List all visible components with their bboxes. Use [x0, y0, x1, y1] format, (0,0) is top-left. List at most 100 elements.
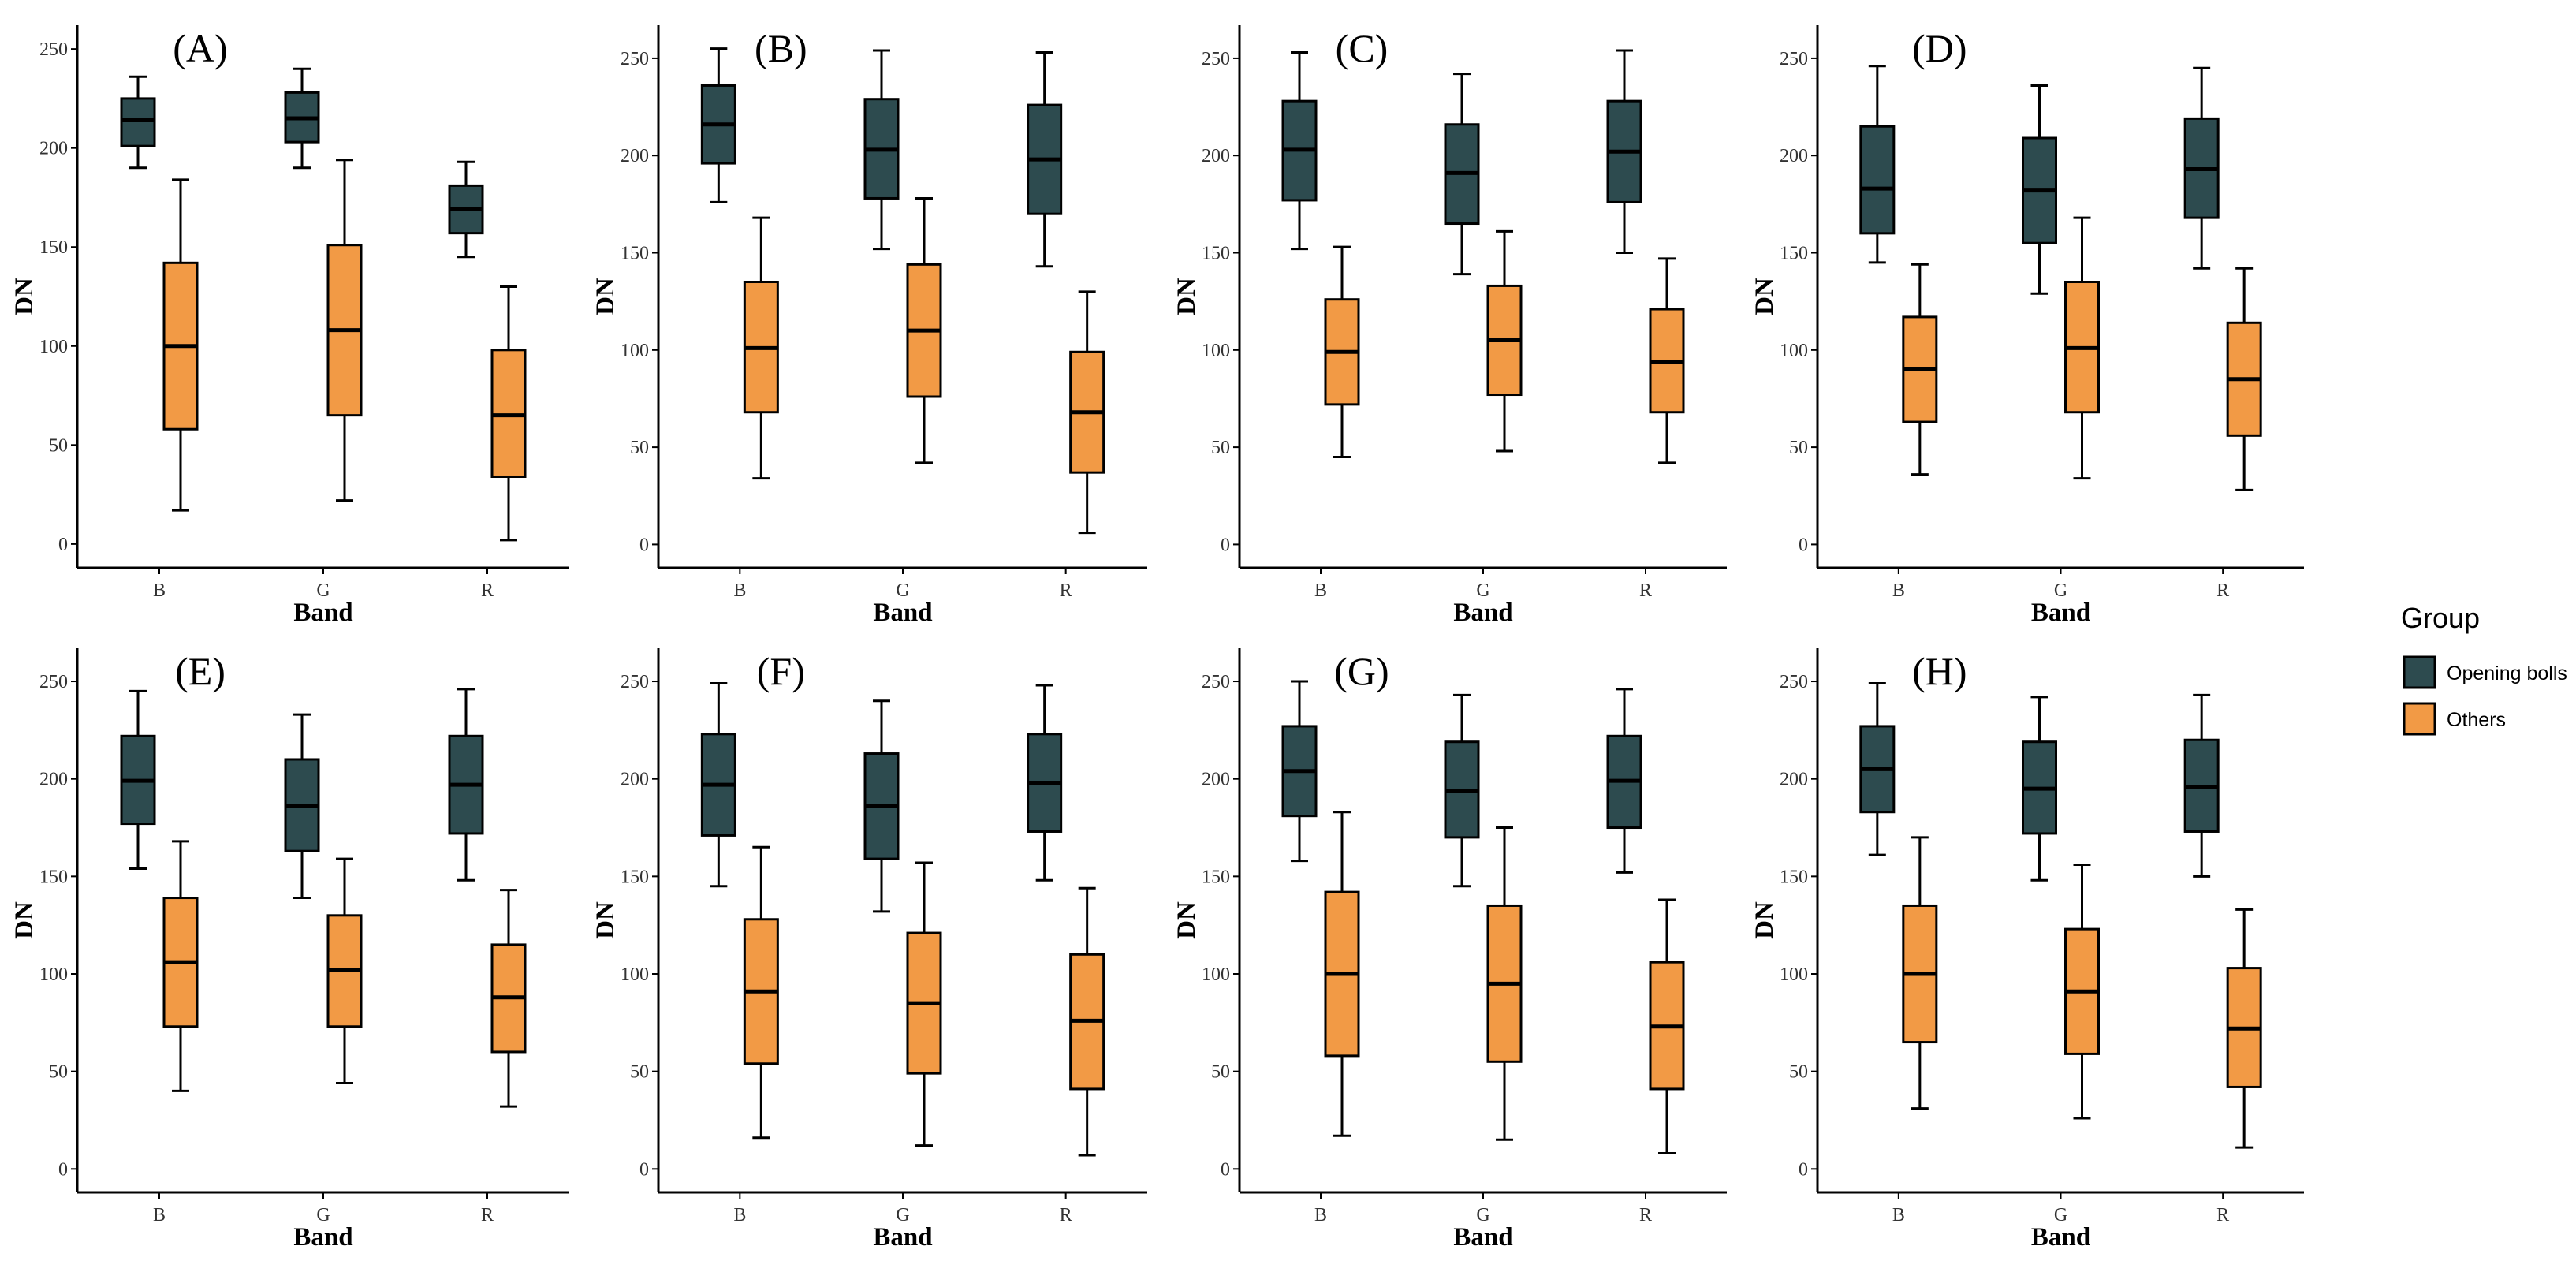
box-opening-bolls-b: [700, 47, 736, 203]
panel-d: 0 50 100 150 200 250 B G R Band DN (D): [1750, 25, 2304, 627]
y-axis-title: DN: [10, 901, 39, 939]
box-opening-bolls-g: [284, 67, 320, 170]
y-tick-label: 100: [1780, 341, 1808, 361]
y-tick-label: 150: [1202, 244, 1230, 264]
x-axis-title: Band: [2031, 599, 2090, 627]
x-tick-label: G: [896, 1205, 909, 1225]
y-tick-label: 0: [1221, 1159, 1230, 1180]
box-opening-bolls-r: [1606, 49, 1642, 255]
box-iqr: [1859, 125, 1896, 235]
y-tick-label: 250: [39, 672, 68, 692]
y-tick-label: 50: [1211, 438, 1230, 458]
y-tick-label: 250: [1202, 49, 1230, 69]
box-opening-bolls-r: [1027, 684, 1063, 882]
y-tick-label: 150: [1780, 244, 1808, 264]
box-others-b: [1902, 836, 1938, 1110]
x-tick-label: G: [2054, 1205, 2067, 1225]
y-tick-label: 150: [1202, 867, 1230, 887]
x-axis-title: Band: [293, 599, 352, 627]
y-tick-label: 100: [1780, 964, 1808, 985]
x-axis-title: Band: [1453, 1223, 1512, 1251]
y-tick-label: 50: [1789, 438, 1808, 458]
panel-f: 0 50 100 150 200 250 B G R Band DN (F): [591, 648, 1147, 1251]
y-tick-label: 200: [621, 146, 649, 166]
y-tick-label: 200: [39, 139, 68, 159]
x-axis-title: Band: [1453, 599, 1512, 627]
x-tick-label: R: [2216, 1205, 2229, 1225]
x-axis-title: Band: [873, 1223, 932, 1251]
y-axis-title: DN: [591, 278, 620, 315]
box-others-b: [743, 216, 779, 480]
y-tick-label: 150: [621, 244, 649, 264]
x-tick-label: B: [1314, 1205, 1327, 1225]
y-tick-label: 250: [621, 672, 649, 692]
y-tick-label: 200: [39, 770, 68, 790]
x-tick-label: R: [1639, 580, 1652, 601]
y-tick-label: 200: [1202, 146, 1230, 166]
box-opening-bolls-b: [1281, 680, 1318, 863]
box-others-g: [906, 861, 942, 1147]
x-axis-title: Band: [873, 599, 932, 627]
y-tick-label: 100: [621, 964, 649, 985]
y-tick-label: 0: [1221, 535, 1230, 555]
box-opening-bolls-b: [120, 689, 156, 870]
box-others-r: [490, 889, 527, 1108]
box-opening-bolls-g: [2022, 696, 2057, 882]
x-tick-label: B: [733, 1205, 746, 1225]
x-axis-title: Band: [293, 1223, 352, 1251]
x-tick-label: B: [153, 1205, 166, 1225]
box-others-r: [1649, 898, 1685, 1155]
y-tick-label: 200: [621, 770, 649, 790]
box-opening-bolls-r: [1606, 688, 1642, 874]
box-others-g: [906, 196, 942, 464]
panel-c: 0 50 100 150 200 250 B G R Band DN (C): [1172, 25, 1727, 627]
y-tick-label: 150: [621, 867, 649, 887]
x-tick-label: R: [2216, 580, 2229, 601]
y-tick-label: 250: [39, 39, 68, 60]
box-opening-bolls-b: [1859, 682, 1896, 856]
x-tick-label: G: [896, 580, 909, 601]
legend-swatch-others: [2403, 702, 2436, 736]
y-tick-label: 0: [639, 535, 649, 555]
box-others-r: [1649, 257, 1685, 464]
y-axis-title: DN: [591, 901, 620, 939]
y-axis-title: DN: [1750, 278, 1779, 315]
x-tick-label: R: [1060, 580, 1072, 601]
box-opening-bolls-g: [284, 713, 320, 900]
panel-title: (F): [757, 649, 805, 693]
y-tick-label: 50: [49, 1062, 68, 1083]
y-tick-label: 250: [1202, 672, 1230, 692]
x-tick-label: B: [1892, 1205, 1905, 1225]
legend: Group Opening bolls Others: [2401, 602, 2567, 736]
box-opening-bolls-g: [863, 699, 900, 913]
box-others-g: [2064, 216, 2100, 480]
box-opening-bolls-r: [448, 688, 484, 882]
box-others-r: [490, 285, 527, 542]
y-tick-label: 200: [1780, 146, 1808, 166]
x-tick-label: B: [1892, 580, 1905, 601]
x-tick-label: B: [153, 580, 166, 601]
x-tick-label: R: [1639, 1205, 1652, 1225]
legend-label-opening-bolls: Opening bolls: [2447, 662, 2567, 684]
y-tick-label: 100: [1202, 341, 1230, 361]
box-opening-bolls-b: [700, 682, 736, 888]
box-opening-bolls-g: [2022, 84, 2057, 295]
panel-title: (C): [1336, 26, 1389, 70]
y-tick-label: 150: [39, 867, 68, 887]
box-others-b: [1324, 245, 1360, 458]
y-tick-label: 0: [58, 535, 68, 555]
y-tick-label: 0: [58, 1159, 68, 1180]
box-opening-bolls-b: [1281, 51, 1318, 251]
y-axis-title: DN: [1172, 901, 1201, 939]
panel-g: 0 50 100 150 200 250 B G R Band DN (G): [1172, 648, 1727, 1251]
y-tick-label: 50: [1789, 1062, 1808, 1083]
panel-h: 0 50 100 150 200 250 B G R Band DN (H): [1750, 648, 2304, 1251]
x-tick-label: G: [316, 1205, 330, 1225]
x-tick-label: G: [2054, 580, 2067, 601]
box-opening-bolls-r: [448, 160, 484, 259]
box-opening-bolls-g: [863, 49, 900, 251]
y-tick-label: 0: [639, 1159, 649, 1180]
box-opening-bolls-g: [1444, 73, 1480, 276]
box-others-b: [1902, 263, 1938, 476]
x-tick-label: G: [1476, 1205, 1489, 1225]
